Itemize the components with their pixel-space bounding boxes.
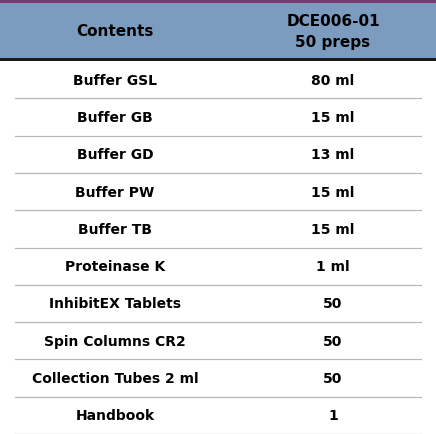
Text: DCE006-01
50 preps: DCE006-01 50 preps xyxy=(286,13,380,49)
Text: 15 ml: 15 ml xyxy=(311,185,355,199)
Bar xyxy=(0,59,436,62)
Text: 15 ml: 15 ml xyxy=(311,111,355,125)
Text: 50: 50 xyxy=(324,334,343,348)
Text: 1: 1 xyxy=(328,408,338,422)
Bar xyxy=(0,4,436,59)
Text: 15 ml: 15 ml xyxy=(311,222,355,236)
Text: 50: 50 xyxy=(324,297,343,311)
Text: 80 ml: 80 ml xyxy=(311,73,354,87)
Text: 1 ml: 1 ml xyxy=(316,260,350,273)
Bar xyxy=(0,0,436,4)
Text: Buffer PW: Buffer PW xyxy=(75,185,155,199)
Text: Collection Tubes 2 ml: Collection Tubes 2 ml xyxy=(32,371,198,385)
Text: Contents: Contents xyxy=(76,24,153,39)
Text: Buffer GB: Buffer GB xyxy=(77,111,153,125)
Text: Buffer GSL: Buffer GSL xyxy=(73,73,157,87)
Text: Proteinase K: Proteinase K xyxy=(65,260,165,273)
Text: 50: 50 xyxy=(324,371,343,385)
Text: 13 ml: 13 ml xyxy=(311,148,354,162)
Text: InhibitEX Tablets: InhibitEX Tablets xyxy=(49,297,181,311)
Text: Spin Columns CR2: Spin Columns CR2 xyxy=(44,334,186,348)
Text: Buffer GD: Buffer GD xyxy=(77,148,153,162)
Text: Handbook: Handbook xyxy=(75,408,155,422)
Text: Buffer TB: Buffer TB xyxy=(78,222,152,236)
